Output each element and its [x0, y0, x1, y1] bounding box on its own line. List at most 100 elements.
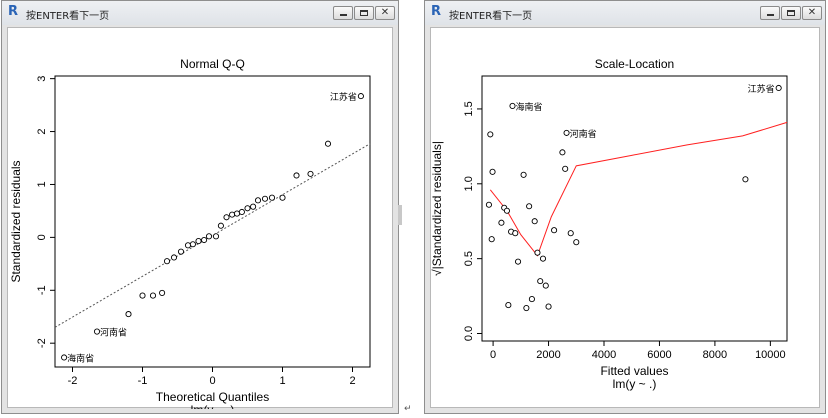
- data-point: [324, 140, 332, 147]
- data-point: [503, 207, 511, 214]
- minimize-button[interactable]: [760, 6, 780, 20]
- data-point: [268, 194, 276, 201]
- data-point: [189, 241, 196, 248]
- data-point: [170, 254, 178, 261]
- data-point: [205, 233, 213, 240]
- data-point: [149, 292, 157, 299]
- point-label: 江苏省: [330, 91, 357, 103]
- window-normal-qq: R 按ENTER看下一页 ✕ Normal Q-Q -2 -1 0 1 2 -2 -1 0 1 2 3…: [1, 0, 399, 414]
- chart-subtitle: lm(y ~ .): [191, 403, 235, 409]
- data-point: [229, 211, 236, 218]
- data-point: [233, 210, 241, 217]
- point-label: 海南省: [67, 352, 94, 364]
- y-tick-label: 3: [36, 76, 48, 82]
- y-tick-label: 0.5: [463, 251, 475, 266]
- data-point: [539, 255, 547, 262]
- data-point: [551, 227, 558, 234]
- data-point: [307, 170, 314, 177]
- maximize-button[interactable]: [354, 6, 374, 20]
- data-point: [485, 201, 492, 208]
- window-titlebar[interactable]: R 按ENTER看下一页 ✕: [425, 1, 825, 25]
- window-title: 按ENTER看下一页: [449, 11, 533, 22]
- window-title: 按ENTER看下一页: [26, 11, 110, 22]
- maximize-button[interactable]: [781, 6, 801, 20]
- y-tick-label: -2: [36, 338, 48, 348]
- data-point: [238, 208, 245, 216]
- close-button[interactable]: ✕: [802, 6, 822, 20]
- data-point: [512, 230, 519, 237]
- y-tick-label: 1.0: [463, 176, 475, 191]
- window-titlebar[interactable]: R 按ENTER看下一页 ✕: [2, 1, 398, 25]
- close-icon: ✕: [807, 7, 817, 18]
- data-point: [573, 239, 580, 246]
- close-icon: ✕: [380, 7, 390, 18]
- y-tick-label: 1: [36, 181, 48, 187]
- data-point: [775, 84, 782, 92]
- minimize-icon: [767, 14, 774, 16]
- x-tick-label: 8000: [703, 349, 727, 361]
- y-tick-label: 1.5: [463, 101, 475, 116]
- scale-location-plot: Scale-Location 0 2000 4000 6000 8000 10000 0.0 0…: [431, 57, 788, 391]
- minimize-button[interactable]: [333, 6, 353, 20]
- data-point: [742, 176, 749, 183]
- data-point: [357, 93, 364, 100]
- plot-frame: [481, 75, 788, 342]
- point-label: 河南省: [570, 128, 597, 140]
- data-point: [559, 149, 566, 156]
- x-tick-label: 1: [279, 375, 285, 387]
- data-point: [531, 218, 538, 225]
- data-point: [184, 242, 192, 249]
- data-point: [244, 205, 251, 212]
- data-point: [125, 311, 132, 318]
- reference-line: [54, 143, 371, 328]
- close-button[interactable]: ✕: [375, 6, 395, 20]
- data-point: [537, 278, 544, 285]
- data-point: [489, 168, 496, 175]
- data-point: [545, 303, 552, 310]
- data-point: [217, 222, 224, 229]
- r-logo-icon: R: [431, 4, 442, 19]
- minimize-icon: [340, 14, 347, 16]
- data-point: [488, 236, 495, 243]
- window-scale-location: R 按ENTER看下一页 ✕ Scale-Location 0 2000 4000 60…: [424, 0, 826, 414]
- data-point: [534, 249, 541, 256]
- point-label: 江苏省: [748, 83, 775, 95]
- data-point: [520, 171, 527, 178]
- chart-title: Scale-Location: [595, 57, 674, 71]
- x-tick-label: 0: [209, 375, 215, 387]
- data-point: [261, 195, 269, 202]
- data-point: [509, 102, 516, 109]
- x-tick-label: 6000: [647, 349, 671, 361]
- plot-area: Scale-Location 0 2000 4000 6000 8000 10000 0.0 0…: [430, 27, 820, 408]
- data-point: [201, 236, 208, 244]
- x-tick-label: 2000: [536, 349, 560, 361]
- x-axis-label: Fitted values: [600, 364, 668, 378]
- data-point: [487, 131, 494, 138]
- point-label: 海南省: [516, 101, 543, 113]
- data-point: [139, 292, 146, 299]
- return-mark: ↵: [404, 404, 412, 414]
- data-point: [163, 258, 171, 265]
- data-point: [567, 230, 574, 237]
- data-point: [528, 296, 535, 303]
- y-tick-label: 0: [36, 234, 48, 240]
- maximize-icon: [787, 10, 795, 16]
- data-point: [254, 197, 262, 204]
- data-point: [177, 248, 185, 255]
- scroll-handle[interactable]: [398, 205, 402, 225]
- data-point: [93, 328, 101, 335]
- chart-subtitle: lm(y ~ .): [613, 377, 657, 391]
- data-point: [562, 165, 569, 172]
- y-tick-label: 0.0: [463, 326, 475, 341]
- data-point: [159, 289, 166, 296]
- data-point: [498, 219, 505, 226]
- data-point: [526, 203, 533, 210]
- x-axis-label: Theoretical Quantiles: [156, 390, 269, 404]
- data-point: [293, 172, 300, 179]
- smoother-line: [489, 121, 788, 257]
- data-point: [542, 282, 549, 289]
- x-tick-label: 10000: [755, 349, 786, 361]
- data-point: [61, 354, 68, 361]
- data-point: [279, 194, 286, 201]
- y-axis-label: √|Standardized residuals|: [431, 141, 444, 276]
